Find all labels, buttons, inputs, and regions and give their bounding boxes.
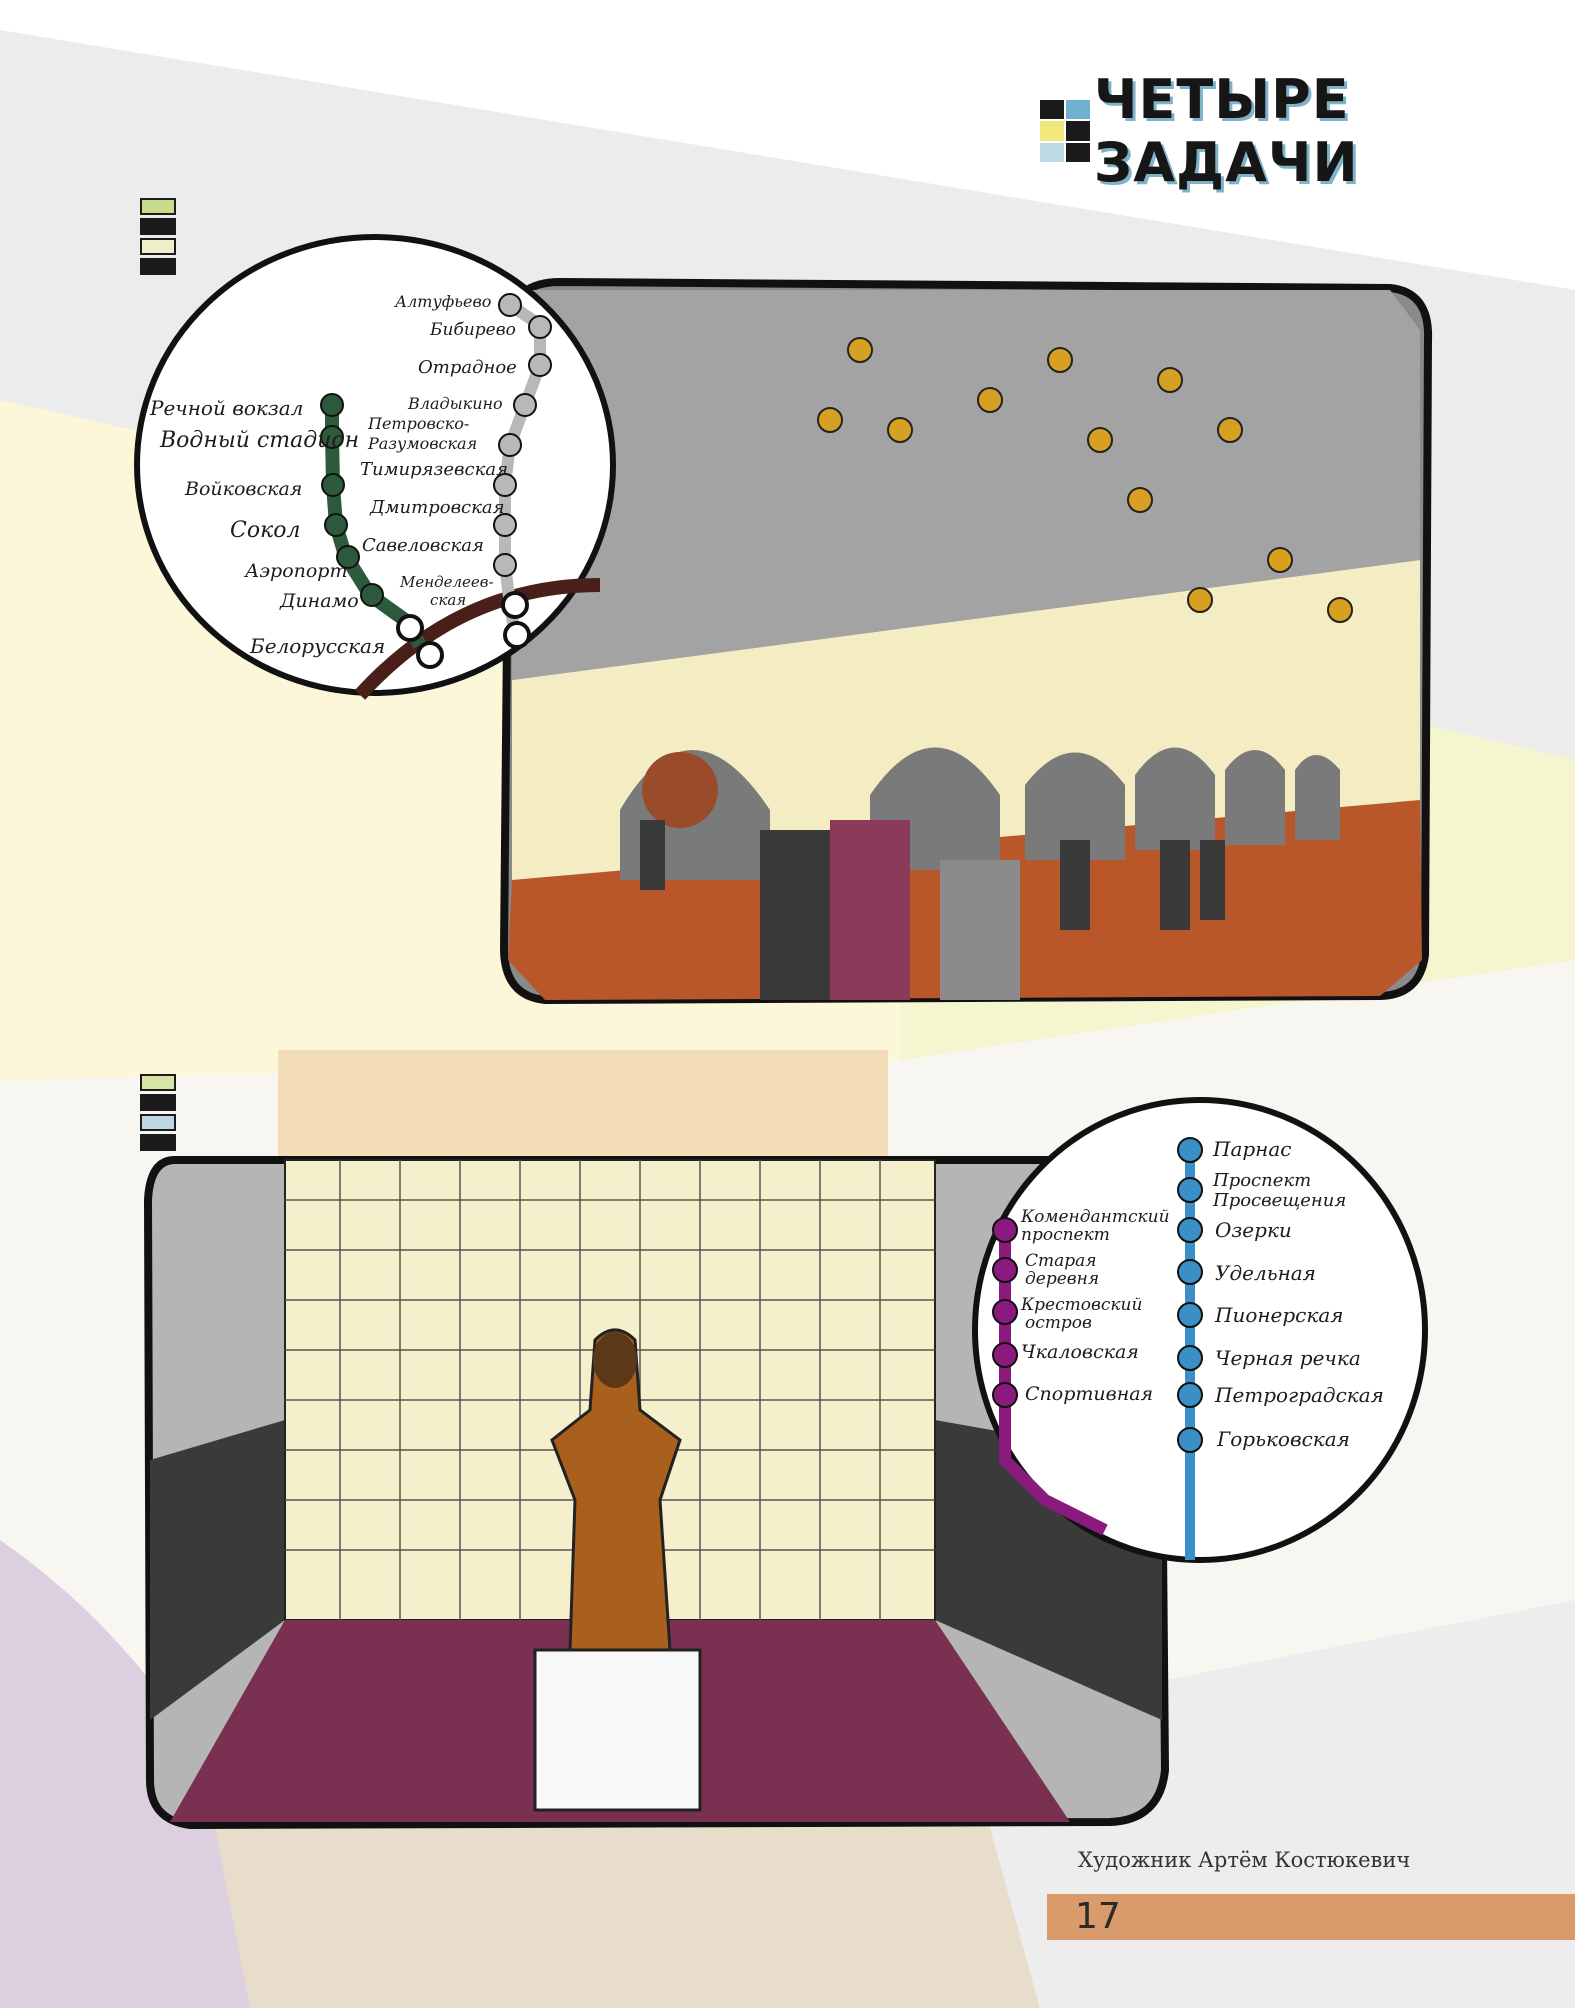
- grey-station-7: Тимирязевская: [360, 459, 508, 480]
- purple-station-7: Чкаловская: [1021, 1341, 1139, 1363]
- grey-station-10: Менделеев-: [399, 573, 494, 591]
- puzzle-4-number-icon: [140, 1074, 176, 1151]
- purple-station-4: деревня: [1025, 1269, 1099, 1289]
- grey-station-4: Владыкино: [407, 394, 503, 413]
- grey-station-1: Алтуфьево: [394, 292, 491, 311]
- grey-station-3: Отрадное: [418, 357, 517, 378]
- grey-station-8: Дмитровская: [369, 497, 505, 518]
- green-station-7: Белорусская: [249, 634, 385, 658]
- green-station-1: Речной вокзал: [149, 396, 303, 420]
- blue-station-7: Черная речка: [1215, 1346, 1361, 1370]
- purple-station-3: Старая: [1025, 1251, 1097, 1271]
- grey-station-5: Петровско-: [367, 414, 469, 433]
- grey-station-9: Савеловская: [362, 535, 484, 556]
- artist-credit: Художник Артём Костюкевич: [1078, 1848, 1411, 1872]
- green-station-6: Динамо: [279, 590, 359, 612]
- title-text: ЧЕТЫРЕ ЗАДАЧИ: [1093, 68, 1359, 194]
- blue-station-1: Парнас: [1212, 1137, 1291, 1161]
- page-number-bar: 17: [1047, 1894, 1575, 1940]
- blue-station-3: Просвещения: [1212, 1190, 1346, 1211]
- grey-station-2: Бибирево: [429, 320, 516, 340]
- blue-station-2: Проспект: [1212, 1170, 1311, 1191]
- blue-station-5: Удельная: [1215, 1261, 1316, 1285]
- grey-station-11: ская: [430, 591, 466, 609]
- puzzle-3-metro-map: Речной вокзал Водный стадион Войковская …: [134, 234, 616, 700]
- green-station-4: Сокол: [230, 518, 300, 543]
- puzzle-3-number-icon: [140, 198, 176, 275]
- title-logo-icon: [1040, 100, 1090, 162]
- purple-station-8: Спортивная: [1025, 1383, 1153, 1405]
- grey-station-6: Разумовская: [367, 434, 477, 453]
- green-station-5: Аэропорт: [243, 560, 348, 582]
- blue-station-8: Петроградская: [1214, 1383, 1384, 1407]
- purple-station-5: Крестовский: [1020, 1295, 1142, 1315]
- page-title: ЧЕТЫРЕ ЗАДАЧИ: [1040, 68, 1575, 194]
- page-number: 17: [1075, 1896, 1121, 1937]
- blue-station-6: Пионерская: [1214, 1303, 1344, 1327]
- green-station-2: Водный стадион: [159, 428, 359, 453]
- green-station-3: Войковская: [184, 478, 302, 500]
- purple-station-2: проспект: [1021, 1225, 1110, 1245]
- blue-station-9: Горьковская: [1216, 1427, 1350, 1451]
- puzzle-4-metro-map: Комендантский проспект Старая деревня Кр…: [972, 1097, 1428, 1563]
- purple-station-6: остров: [1025, 1313, 1092, 1333]
- blue-station-4: Озерки: [1215, 1218, 1292, 1242]
- purple-station-1: Комендантский: [1020, 1207, 1170, 1227]
